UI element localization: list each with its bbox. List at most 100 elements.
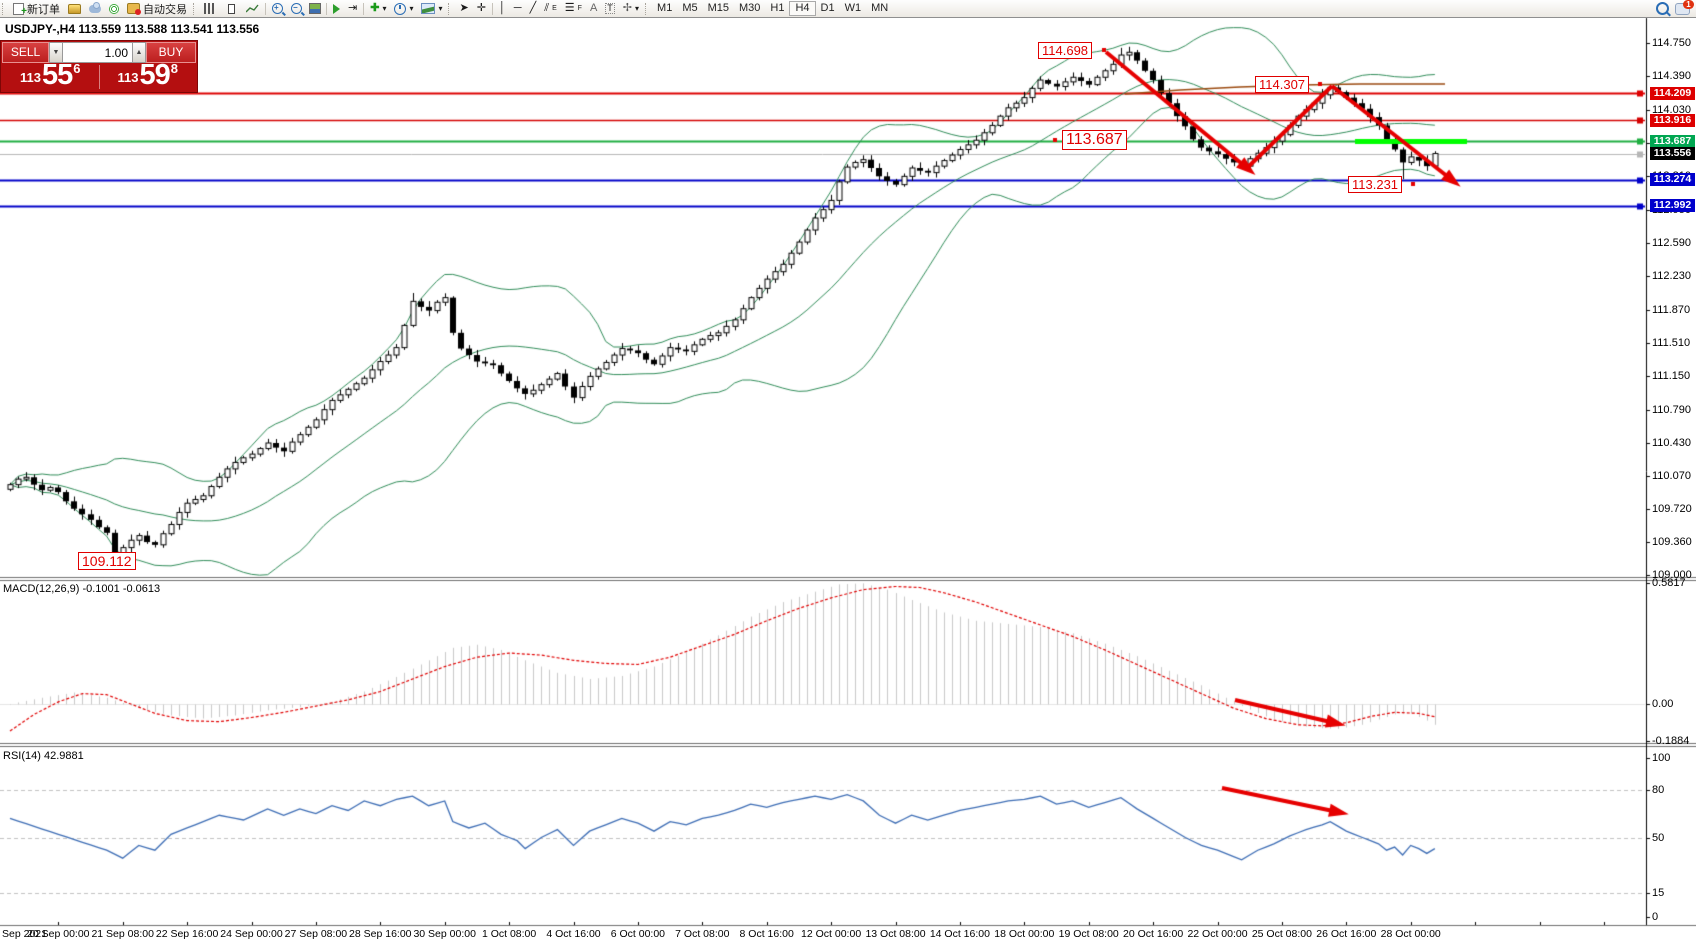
price-tick-label: 109.360 — [1652, 536, 1692, 549]
zoom-out-icon: − — [291, 3, 302, 14]
macd-axis-label: -0.1884 — [1652, 735, 1690, 747]
cursor-button[interactable]: ➤ — [455, 0, 472, 17]
time-tick-label: 28 Sep 16:00 — [349, 928, 412, 940]
timeframe-mn[interactable]: MN — [871, 2, 889, 14]
channel-button[interactable]: ⫽ E — [544, 2, 557, 14]
timeframe-w1[interactable]: W1 — [844, 2, 862, 14]
price-tick-label: 110.430 — [1652, 437, 1691, 449]
crosshair-icon: ✛ — [476, 2, 486, 14]
macd-label: MACD(12,26,9) -0.1001 -0.0613 — [3, 583, 161, 595]
fibonacci-button[interactable]: ☰ F — [564, 2, 582, 14]
price-tick-label: 114.390 — [1652, 70, 1691, 83]
volume-increase-button[interactable]: ▲ — [132, 42, 146, 63]
price-callout-label[interactable]: 109.112 — [78, 552, 136, 570]
candlestick-chart-button[interactable] — [221, 0, 242, 17]
price-callout-label[interactable]: 113.687 — [1062, 130, 1127, 150]
community-icon — [89, 1, 101, 13]
new-order-button[interactable]: + 新订单 — [9, 0, 64, 17]
text-label-button[interactable]: T — [601, 0, 619, 17]
quote-line: USDJPY-,H4 113.559 113.588 113.541 113.5… — [5, 22, 260, 36]
vline-button[interactable]: │ — [495, 0, 510, 17]
toolbar-grip — [2, 2, 7, 15]
rsi-axis-label: 15 — [1652, 887, 1665, 900]
price-line-badge: 113.916 — [1650, 113, 1695, 127]
autotrading-button[interactable]: 自动交易 — [123, 0, 191, 17]
arrows-button[interactable]: ✢ ▾ — [622, 2, 640, 14]
price-callout-label[interactable]: 114.698 — [1038, 42, 1093, 59]
trendline-button[interactable]: ╱ — [526, 0, 541, 17]
bar-chart-icon — [204, 3, 217, 14]
crosshair-button[interactable]: ✛ — [473, 0, 490, 17]
signals-icon — [109, 3, 119, 14]
price-tick-label: 111.150 — [1652, 370, 1691, 383]
timeframe-d1[interactable]: D1 — [820, 2, 835, 14]
price-tick-label: 114.030 — [1652, 103, 1691, 116]
timeframe-m5[interactable]: M5 — [682, 2, 698, 14]
timeframe-h1[interactable]: H1 — [770, 2, 785, 14]
candlestick-icon — [228, 3, 235, 14]
price-line-badge: 113.687 — [1650, 134, 1695, 148]
timeframe-group: M1 M5 M15 M30 H1 H4 D1 W1 MN — [652, 1, 893, 16]
chat-badge: 1 — [1683, 0, 1694, 9]
text-button[interactable]: A — [586, 0, 601, 17]
time-tick-label: 27 Sep 08:00 — [284, 928, 348, 940]
chart-shift-button[interactable]: ⇥ — [344, 0, 361, 17]
zoom-out-button[interactable]: − — [287, 0, 306, 17]
timeframe-m1[interactable]: M1 — [657, 2, 673, 14]
search-icon[interactable] — [1656, 2, 1669, 15]
timeframe-h4[interactable]: H4 — [789, 1, 816, 16]
bid-price[interactable]: 113 55 6 — [2, 61, 99, 91]
new-order-icon: + — [13, 2, 27, 16]
price-tick-label: 110.790 — [1652, 403, 1691, 416]
time-tick-label: 12 Oct 00:00 — [801, 928, 862, 940]
time-tick-label: 24 Sep 00:00 — [220, 928, 283, 940]
time-axis-month-label: Sep 2021 — [2, 928, 47, 940]
price-callout-label[interactable]: 113.231 — [1348, 176, 1403, 193]
auto-scroll-button[interactable] — [329, 0, 344, 17]
price-tick-label: 111.510 — [1652, 337, 1691, 349]
signals-button[interactable] — [105, 0, 123, 17]
price-tick-label: 112.230 — [1652, 270, 1691, 283]
time-tick-label: 4 Oct 16:00 — [546, 928, 601, 940]
arrows-icon: ✢ — [622, 2, 633, 14]
market-button[interactable] — [64, 0, 85, 17]
timeframe-m15[interactable]: M15 — [707, 2, 729, 14]
indicators-button[interactable]: ✚ ▾ — [370, 2, 387, 14]
periods-button[interactable]: ▾ — [390, 0, 417, 17]
text-label-icon: T — [605, 3, 615, 14]
hline-button[interactable]: ─ — [510, 0, 526, 17]
volume-decrease-button[interactable]: ▼ — [49, 42, 63, 63]
auto-scroll-icon — [333, 3, 340, 14]
time-tick-label: 6 Oct 00:00 — [610, 928, 666, 940]
community-button[interactable] — [85, 0, 105, 17]
ask-price[interactable]: 113 59 8 — [100, 61, 197, 91]
templates-icon — [421, 3, 436, 14]
zoom-in-button[interactable]: + — [268, 0, 287, 17]
toolbar-grip — [645, 2, 650, 15]
time-tick-label: 20 Oct 16:00 — [1123, 928, 1184, 940]
bar-chart-button[interactable] — [200, 0, 221, 17]
rsi-axis-label: 0 — [1652, 911, 1659, 923]
templates-button[interactable]: ▾ — [417, 0, 446, 17]
periods-icon — [394, 2, 407, 15]
timeframe-m30[interactable]: M30 — [739, 2, 761, 14]
price-tick-label: 109.000 — [1652, 569, 1692, 582]
time-tick-label: 20 Sep 00:00 — [27, 928, 90, 940]
rsi-axis-label: 80 — [1652, 783, 1665, 796]
time-tick-label: 18 Oct 00:00 — [994, 928, 1055, 940]
sell-button[interactable]: SELL — [2, 42, 49, 63]
time-tick-label: 21 Sep 08:00 — [91, 928, 154, 940]
line-chart-button[interactable] — [242, 0, 263, 17]
zoom-in-icon: + — [272, 3, 283, 14]
price-tick-label: 112.590 — [1652, 237, 1691, 249]
buy-button[interactable]: BUY — [146, 42, 196, 63]
tile-windows-button[interactable] — [306, 0, 324, 17]
chat-icon[interactable]: 1 — [1675, 0, 1694, 15]
time-tick-label: 14 Oct 16:00 — [929, 928, 990, 940]
bid-sup: 6 — [73, 61, 81, 76]
volume-input[interactable] — [63, 42, 132, 63]
price-callout-label[interactable]: 114.307 — [1255, 76, 1310, 93]
channel-icon: ⫽ — [544, 2, 550, 14]
